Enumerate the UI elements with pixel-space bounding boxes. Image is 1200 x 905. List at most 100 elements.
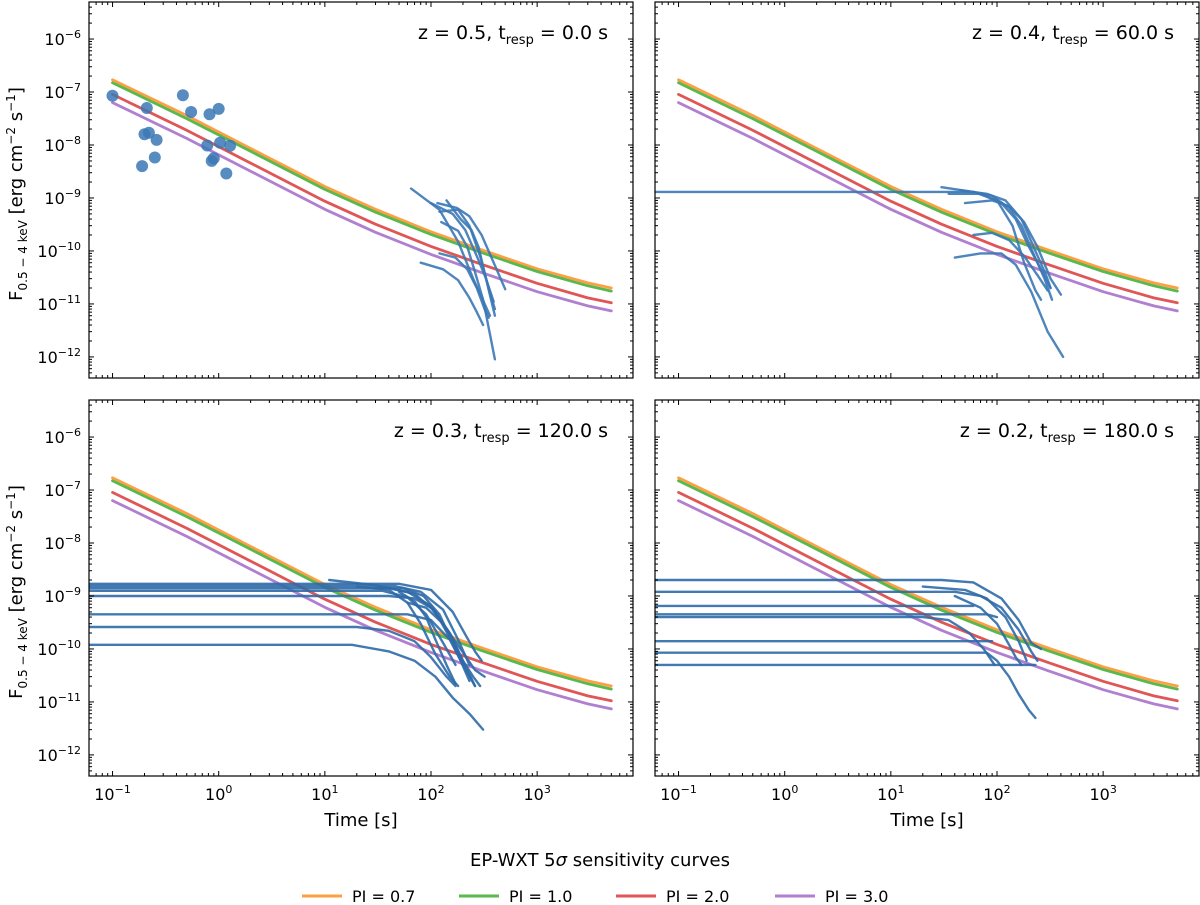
scatter-point: [150, 133, 163, 146]
tick-exponent: 2: [1004, 783, 1011, 796]
ylabel-base: F: [6, 689, 27, 699]
lightcurve-line: [374, 587, 471, 683]
lightcurve-line: [328, 578, 482, 688]
annotation-text: z = 0.5, t: [418, 22, 506, 44]
lightcurve-line: [406, 601, 486, 678]
sensitivity-line: [111, 78, 613, 290]
annotation-text: = 0.0 s: [534, 22, 608, 44]
tick-base: 10: [37, 348, 57, 367]
annotation-text: z = 0.3, t: [394, 420, 482, 442]
sensitivity-line: [111, 476, 613, 688]
x-axis-label: Time [s]: [889, 810, 963, 831]
tick-base: 10: [311, 785, 331, 804]
observed-lightcurves: [655, 186, 1065, 359]
annotation-subscript: resp: [482, 431, 510, 446]
tick-exponent: −6: [65, 28, 81, 41]
observed-lightcurves: [89, 578, 486, 731]
ylabel-exponent: −2: [4, 525, 18, 543]
annotation-subscript: resp: [506, 33, 534, 48]
lightcurve-line: [355, 585, 460, 688]
tick-exponent: 0: [791, 783, 798, 796]
lightcurve-line: [397, 590, 457, 685]
annotation-text: z = 0.2, t: [960, 420, 1048, 442]
ticks: [654, 1, 1200, 379]
tick-exponent: −9: [65, 187, 81, 200]
sensitivity-curves: [677, 476, 1179, 711]
sensitivity-line: [111, 491, 613, 703]
tick-base: 10: [94, 785, 114, 804]
y-tick-label: 10−6: [44, 426, 81, 447]
tick-exponent: 0: [225, 783, 232, 796]
lightcurve-line: [89, 594, 477, 688]
annotation-subscript: resp: [1048, 431, 1076, 446]
lightcurve-line: [89, 584, 471, 667]
tick-base: 10: [205, 785, 225, 804]
ylabel-close: ]: [6, 87, 27, 94]
tick-base: 10: [44, 428, 64, 447]
lightcurve-line: [89, 625, 457, 688]
scatter-point: [212, 102, 225, 115]
scatter-point: [201, 139, 214, 152]
legend-title-text: EP-WXT 5: [470, 850, 556, 871]
tick-exponent: −12: [58, 346, 81, 359]
x-tick-label: 100: [771, 783, 798, 804]
tick-exponent: −6: [65, 426, 81, 439]
scatter-point: [140, 102, 153, 114]
sensitivity-line: [677, 479, 1179, 691]
tick-base: 10: [37, 746, 57, 765]
ylabel-subscript: 0.5 − 4 keV: [16, 617, 30, 688]
axes-frame: [88, 1, 634, 379]
tick-exponent: −7: [65, 81, 81, 94]
lightcurve-line: [655, 190, 1043, 301]
tick-base: 10: [523, 785, 543, 804]
axes-frame: [88, 399, 634, 777]
sensitivity-curves: [677, 78, 1179, 313]
sensitivity-line: [677, 93, 1179, 305]
tick-base: 10: [44, 136, 64, 155]
lightcurve-line: [440, 220, 497, 361]
tick-base: 10: [417, 785, 437, 804]
axes-frame: [654, 399, 1200, 777]
x-tick-label: 100: [205, 783, 232, 804]
lightcurve-line: [921, 585, 1028, 662]
y-axis-label: F0.5 − 4 keV [erg cm−2 s−1]: [4, 485, 30, 699]
observed-lightcurves: [409, 187, 507, 361]
x-tick-label: 102: [417, 783, 444, 804]
y-tick-label: 10−7: [44, 81, 81, 102]
y-tick-label: 10−10: [37, 240, 81, 261]
y-tick-label: 10−12: [37, 346, 81, 367]
ylabel-exponent: −1: [4, 492, 18, 510]
panel-annotation: z = 0.2, tresp = 180.0 s: [960, 420, 1174, 446]
tick-exponent: −8: [65, 134, 81, 147]
tick-base: 10: [37, 640, 57, 659]
sensitivity-line: [677, 78, 1179, 290]
legend-entry: PI = 1.0: [459, 887, 572, 905]
tick-base: 10: [37, 242, 57, 261]
y-tick-label: 10−11: [37, 293, 81, 314]
lightcurve-line: [953, 594, 1023, 667]
lightcurve-line: [445, 199, 497, 317]
annotation-text: z = 0.4, t: [972, 22, 1060, 44]
ylabel-units: [erg cm: [6, 145, 27, 220]
y-axis-label: F0.5 − 4 keV [erg cm−2 s−1]: [4, 87, 30, 301]
tick-exponent: −12: [58, 744, 81, 757]
x-axis-label: Time [s]: [323, 810, 397, 831]
lightcurve-line: [655, 651, 1037, 720]
x-tick-label: 103: [523, 783, 550, 804]
y-tick-label: 10−10: [37, 638, 81, 659]
lightcurve-line: [655, 578, 1043, 651]
sensitivity-line: [677, 101, 1179, 313]
ylabel-exponent: −2: [4, 127, 18, 145]
tick-base: 10: [983, 785, 1003, 804]
y-tick-label: 10−6: [44, 28, 81, 49]
lightcurve-line: [436, 201, 507, 291]
scatter-point: [207, 152, 220, 165]
axes-frame: [654, 1, 1200, 379]
x-tick-label: 101: [311, 783, 338, 804]
lightcurve-line: [972, 231, 1049, 292]
legend-title-text: sensitivity curves: [567, 850, 730, 871]
